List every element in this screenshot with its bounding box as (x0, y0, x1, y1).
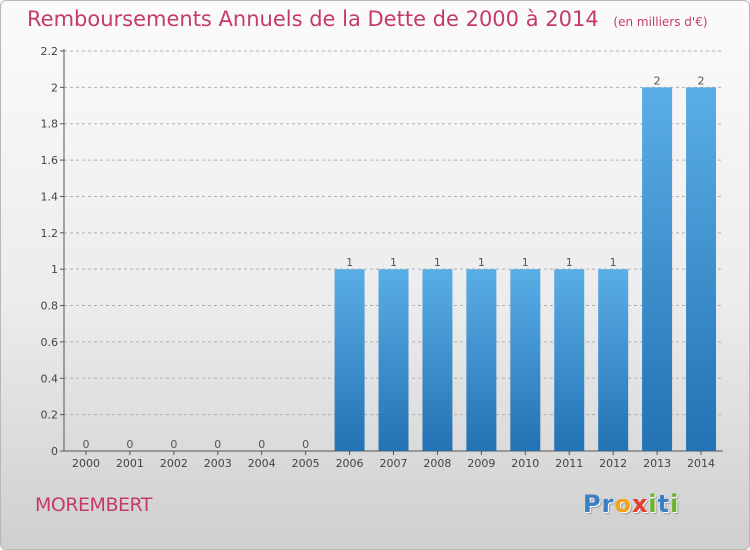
logo-letter: t (657, 490, 671, 518)
bar-value-label: 0 (126, 438, 133, 451)
bar (598, 269, 629, 451)
commune-name: MOREMBERT (35, 494, 152, 516)
x-tick-label: 2014 (687, 457, 715, 470)
logo-letter: i (670, 490, 680, 518)
bar-value-label: 1 (434, 256, 441, 269)
y-tick-label: 2 (51, 81, 58, 94)
y-tick-label: 0 (51, 445, 58, 458)
bar-value-label: 0 (82, 438, 89, 451)
bar (642, 87, 673, 451)
logo-letter: r (601, 490, 615, 518)
bar-value-label: 1 (346, 256, 353, 269)
bar-value-label: 1 (478, 256, 485, 269)
unit-note: (en milliers d'€) (613, 15, 708, 29)
logo-letter: i (648, 490, 658, 518)
y-tick-label: 1.4 (41, 190, 59, 203)
y-tick-label: 1.8 (41, 118, 59, 131)
bar (422, 269, 453, 451)
x-tick-label: 2012 (599, 457, 627, 470)
chart-title: Remboursements Annuels de la Dette de 20… (27, 7, 708, 31)
bar (466, 269, 497, 451)
grid-lines (64, 50, 723, 416)
x-tick-label: 2000 (72, 457, 100, 470)
y-tick-label: 0.8 (41, 300, 59, 313)
logo-letter: P (583, 490, 602, 518)
x-tick-label: 2006 (336, 457, 364, 470)
x-tick-label: 2001 (116, 457, 144, 470)
x-tick-label: 2010 (511, 457, 539, 470)
bar-value-label: 1 (610, 256, 617, 269)
bar (334, 269, 365, 451)
bar-value-label: 0 (302, 438, 309, 451)
y-tick-label: 0.4 (41, 372, 59, 385)
bar-value-label: 0 (214, 438, 221, 451)
bar (510, 269, 541, 451)
x-tick-label: 2007 (380, 457, 408, 470)
logo-letter: x (631, 490, 649, 518)
y-tick-label: 0.6 (41, 336, 59, 349)
title-text: Remboursements Annuels de la Dette de 20… (27, 7, 599, 31)
x-tick-label: 2002 (160, 457, 188, 470)
bar-value-label: 1 (390, 256, 397, 269)
bar-value-label: 1 (566, 256, 573, 269)
y-tick-label: 0.2 (41, 409, 59, 422)
x-tick-label: 2008 (423, 457, 451, 470)
x-tick-label: 2004 (248, 457, 276, 470)
y-tick-label: 1.6 (41, 154, 59, 167)
bar-value-label: 2 (654, 74, 661, 87)
y-tick-label: 1.2 (41, 227, 59, 240)
bars (334, 87, 717, 451)
y-tick-label: 2.2 (41, 45, 59, 58)
y-tick-label: 1 (51, 263, 58, 276)
x-tick-label: 2003 (204, 457, 232, 470)
logo-letter: o (614, 490, 632, 518)
bar (686, 87, 717, 451)
labels: 00.20.40.60.811.21.41.61.822.20200002001… (41, 45, 716, 470)
x-tick-label: 2013 (643, 457, 671, 470)
bar-value-label: 0 (170, 438, 177, 451)
bar-value-label: 2 (698, 74, 705, 87)
bar-value-label: 1 (522, 256, 529, 269)
bar-value-label: 0 (258, 438, 265, 451)
x-tick-label: 2011 (555, 457, 583, 470)
bar (378, 269, 409, 451)
x-tick-label: 2005 (292, 457, 320, 470)
x-tick-label: 2009 (467, 457, 495, 470)
bar (554, 269, 585, 451)
proxiti-logo: Proxiti (583, 490, 679, 518)
